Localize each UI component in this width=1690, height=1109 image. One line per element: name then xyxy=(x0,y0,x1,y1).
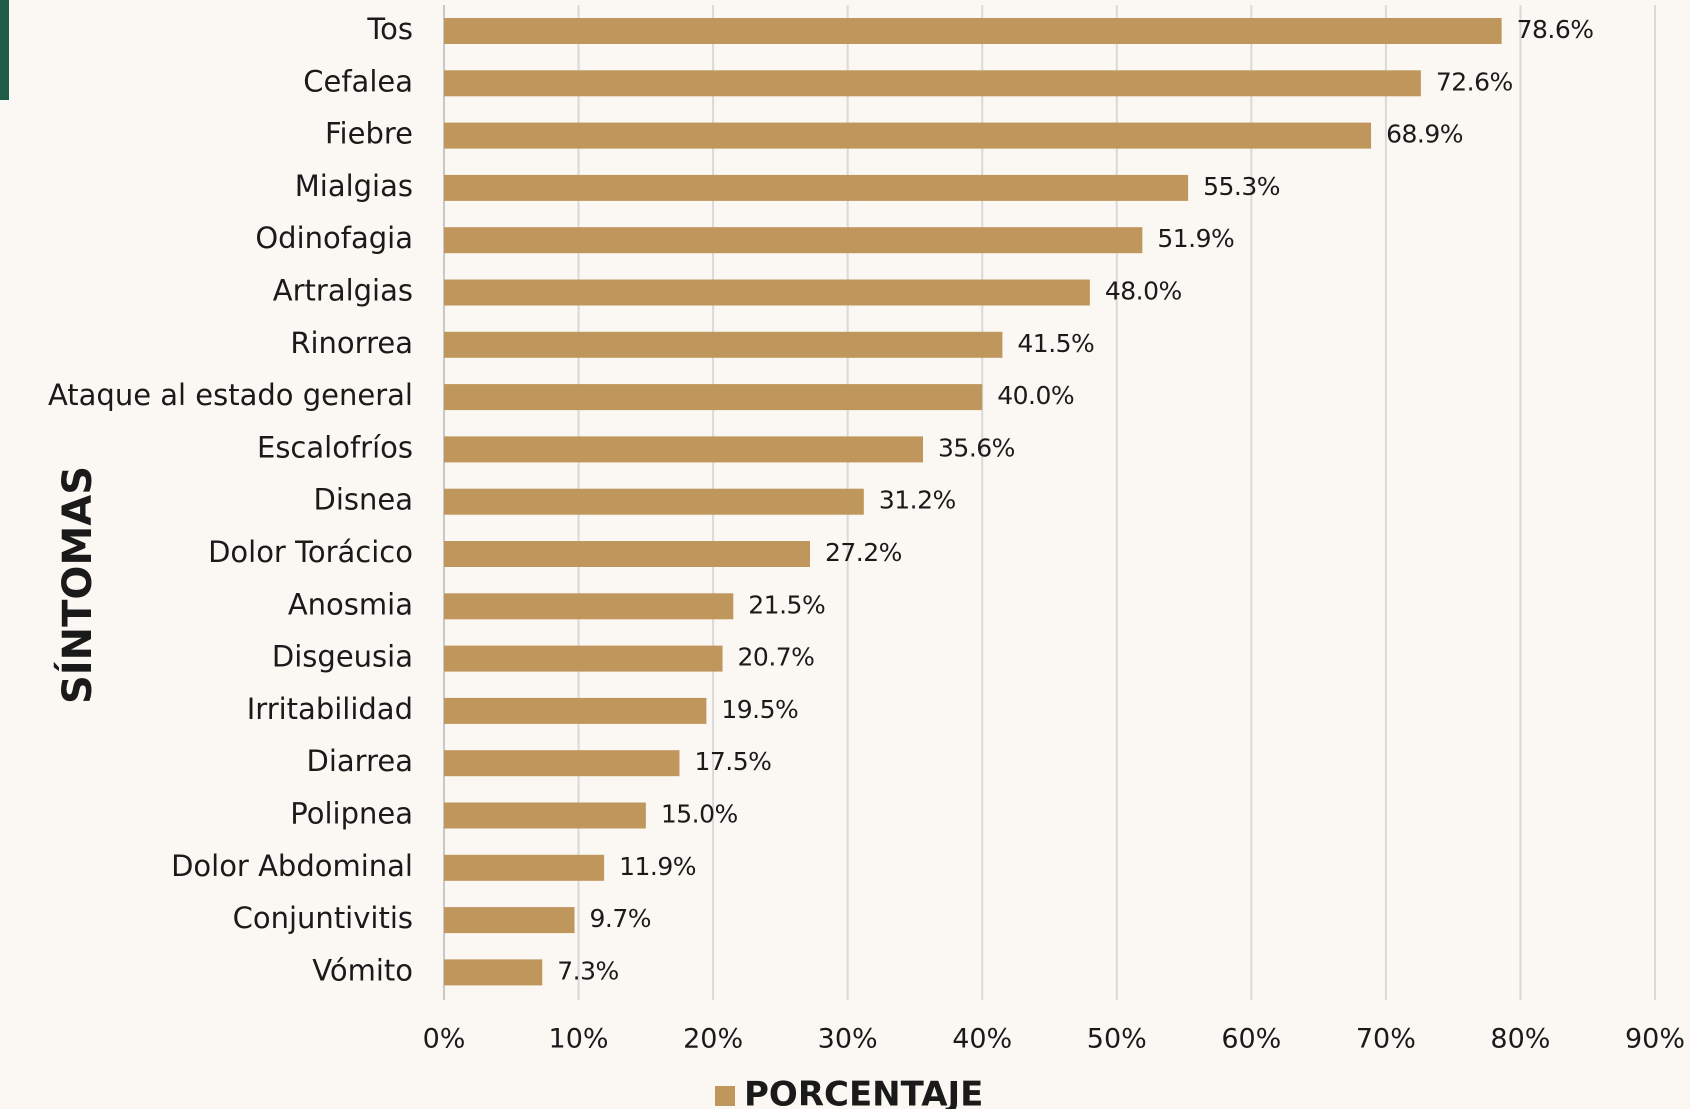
y-axis-title: SÍNTOMAS xyxy=(53,466,101,704)
bar xyxy=(444,227,1143,254)
bar xyxy=(444,70,1421,97)
accent-strip xyxy=(0,0,9,100)
data-label: 48.0% xyxy=(1105,277,1182,306)
x-tick-label: 70% xyxy=(1356,1024,1416,1055)
bar xyxy=(444,750,680,777)
category-label: Diarrea xyxy=(307,744,413,778)
x-tick-label: 50% xyxy=(1087,1024,1147,1055)
category-label: Ataque al estado general xyxy=(48,378,413,412)
data-label: 7.3% xyxy=(557,956,619,985)
bar xyxy=(444,593,734,620)
category-label: Odinofagia xyxy=(255,221,413,255)
data-label: 51.9% xyxy=(1157,224,1234,253)
category-label: Fiebre xyxy=(325,117,413,151)
bar xyxy=(444,384,983,411)
bar xyxy=(444,331,1003,358)
data-label: 55.3% xyxy=(1203,172,1280,201)
category-label: Anosmia xyxy=(288,587,413,621)
category-label: Irritabilidad xyxy=(247,692,413,726)
x-tick-label: 0% xyxy=(423,1024,466,1055)
bar xyxy=(444,645,723,672)
category-label: Vómito xyxy=(312,953,413,987)
category-label: Polipnea xyxy=(290,797,413,831)
x-tick-label: 40% xyxy=(952,1024,1012,1055)
x-tick-label: 30% xyxy=(818,1024,878,1055)
data-label: 31.2% xyxy=(879,486,956,515)
category-label: Disnea xyxy=(314,483,414,517)
data-label: 17.5% xyxy=(694,747,771,776)
category-label: Mialgias xyxy=(295,169,413,203)
bar xyxy=(444,279,1090,306)
bar xyxy=(444,174,1189,201)
data-label: 27.2% xyxy=(825,538,902,567)
category-label: Escalofríos xyxy=(257,430,413,464)
category-label: Artralgias xyxy=(273,274,413,308)
category-label: Conjuntivitis xyxy=(233,901,413,935)
bar xyxy=(444,436,924,463)
category-label: Disgeusia xyxy=(272,640,413,674)
data-label: 11.9% xyxy=(619,852,696,881)
category-label: Cefalea xyxy=(303,64,413,98)
data-label: 41.5% xyxy=(1017,329,1094,358)
data-label: 35.6% xyxy=(938,433,1015,462)
bar xyxy=(444,697,707,724)
legend-label: PORCENTAJE xyxy=(744,1075,983,1109)
x-tick-label: 20% xyxy=(683,1024,743,1055)
x-tick-label: 80% xyxy=(1490,1024,1550,1055)
data-label: 20.7% xyxy=(738,643,815,672)
bar xyxy=(444,488,864,515)
x-tick-label: 60% xyxy=(1221,1024,1281,1055)
bar xyxy=(444,907,575,934)
category-label: Dolor Abdominal xyxy=(171,849,413,883)
category-label: Dolor Torácico xyxy=(208,535,413,569)
data-label: 19.5% xyxy=(721,695,798,724)
legend-swatch xyxy=(715,1086,735,1106)
bar xyxy=(444,541,810,567)
category-label: Tos xyxy=(366,12,413,46)
bar xyxy=(444,18,1502,44)
data-label: 9.7% xyxy=(590,904,652,933)
data-label: 15.0% xyxy=(661,800,738,829)
bar xyxy=(444,122,1372,149)
data-label: 78.6% xyxy=(1517,15,1594,44)
data-label: 40.0% xyxy=(997,381,1074,410)
bar xyxy=(444,854,605,881)
category-label: Rinorrea xyxy=(290,326,413,360)
data-label: 68.9% xyxy=(1386,120,1463,149)
bar xyxy=(444,959,543,986)
data-label: 72.6% xyxy=(1436,67,1513,96)
bar xyxy=(444,802,646,829)
data-label: 21.5% xyxy=(748,590,825,619)
x-tick-label: 90% xyxy=(1625,1024,1685,1055)
x-tick-label: 10% xyxy=(549,1024,609,1055)
